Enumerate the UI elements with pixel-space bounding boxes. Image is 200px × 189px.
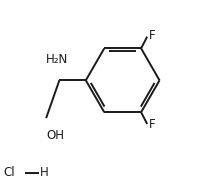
Text: F: F [149,118,155,131]
Text: H: H [40,167,48,179]
Text: OH: OH [47,129,65,142]
Text: Cl: Cl [3,167,15,179]
Text: F: F [149,29,155,42]
Text: H₂N: H₂N [46,53,69,66]
